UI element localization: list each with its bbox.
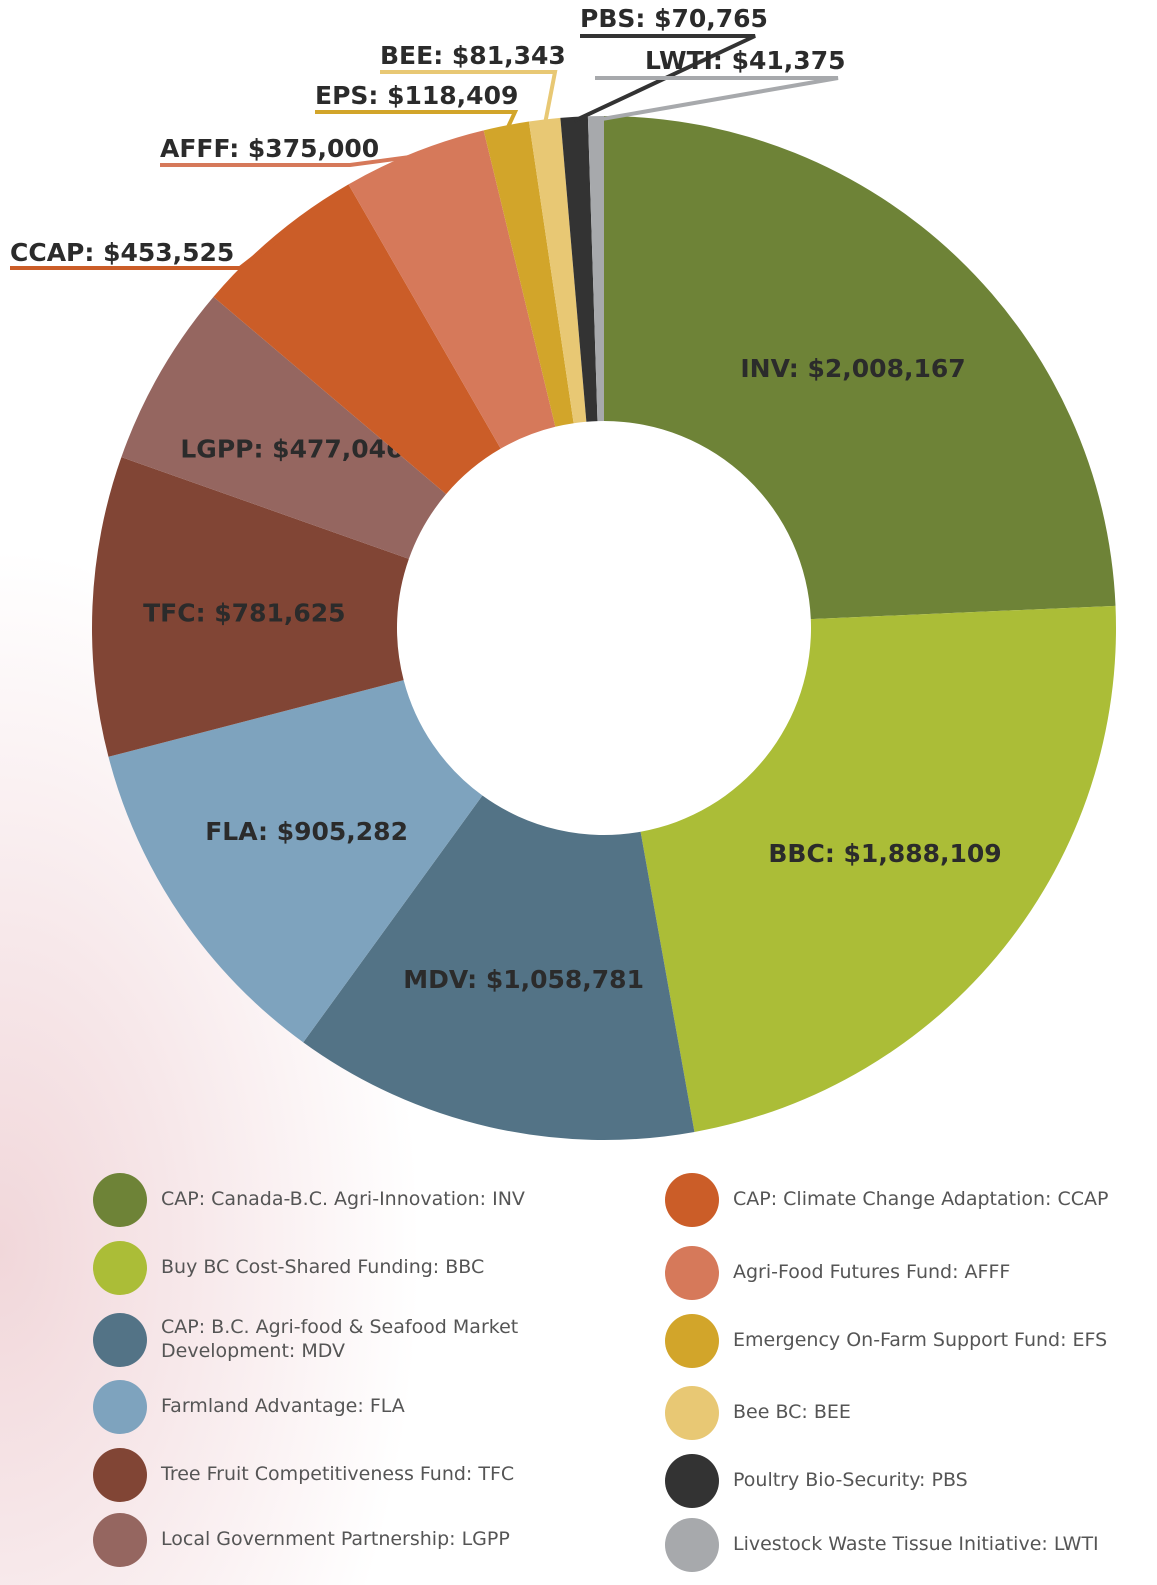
legend-swatch <box>665 1454 719 1508</box>
legend-label: Poultry Bio-Security: PBS <box>733 1469 968 1493</box>
legend-entry: Tree Fruit Competitiveness Fund: TFC <box>93 1448 563 1502</box>
slice <box>641 606 1116 1132</box>
data-label: AFFF: $375,000 <box>160 134 379 163</box>
legend-swatch <box>665 1386 719 1440</box>
legend-entry: CAP: Climate Change Adaptation: CCAP <box>665 1173 1157 1227</box>
legend-swatch <box>93 1241 147 1295</box>
legend-entry: Local Government Partnership: LGPP <box>93 1513 563 1567</box>
legend-entry: Bee BC: BEE <box>665 1386 1157 1440</box>
data-label: MDV: $1,058,781 <box>403 965 644 994</box>
legend-entry: Poultry Bio-Security: PBS <box>665 1454 1157 1508</box>
data-label: CCAP: $453,525 <box>10 238 234 267</box>
data-label: PBS: $70,765 <box>580 4 768 33</box>
legend-entry: Livestock Waste Tissue Initiative: LWTI <box>665 1518 1157 1572</box>
legend-swatch <box>93 1380 147 1434</box>
legend-entry: Farmland Advantage: FLA <box>93 1380 563 1434</box>
legend-entry: CAP: Canada-B.C. Agri-Innovation: INV <box>93 1173 563 1227</box>
legend-swatch <box>93 1513 147 1567</box>
legend-label: Farmland Advantage: FLA <box>161 1395 405 1419</box>
leader-line <box>595 78 838 120</box>
legend-label: Livestock Waste Tissue Initiative: LWTI <box>733 1533 1099 1557</box>
legend-swatch <box>93 1313 147 1367</box>
legend-label: Tree Fruit Competitiveness Fund: TFC <box>161 1463 514 1487</box>
legend-swatch <box>665 1314 719 1368</box>
data-label: FLA: $905,282 <box>205 817 408 846</box>
legend-label: Bee BC: BEE <box>733 1401 851 1425</box>
legend-label: CAP: Climate Change Adaptation: CCAP <box>733 1188 1108 1212</box>
legend-label: Local Government Partnership: LGPP <box>161 1528 510 1552</box>
legend-entry: Emergency On-Farm Support Fund: EFS <box>665 1314 1157 1368</box>
legend-entry: CAP: B.C. Agri-food & Seafood Market Dev… <box>93 1313 563 1367</box>
legend-entry: Buy BC Cost-Shared Funding: BBC <box>93 1241 563 1295</box>
page: INV: $2,008,167 BBC: $1,888,109 MDV: $1,05… <box>0 0 1157 1585</box>
data-label: EPS: $118,409 <box>315 81 518 110</box>
legend-label: CAP: Canada-B.C. Agri-Innovation: INV <box>161 1188 525 1212</box>
legend-swatch <box>665 1173 719 1227</box>
data-label: BBC: $1,888,109 <box>768 839 1001 868</box>
data-label: LGPP: $477,046 <box>180 435 403 464</box>
legend-swatch <box>665 1518 719 1572</box>
legend-swatch <box>93 1173 147 1227</box>
data-label: TFC: $781,625 <box>143 599 345 628</box>
leader-line <box>315 112 515 129</box>
legend-label: Buy BC Cost-Shared Funding: BBC <box>161 1256 484 1280</box>
data-label: BEE: $81,343 <box>380 41 566 70</box>
legend-label: Agri-Food Futures Fund: AFFF <box>733 1261 1010 1285</box>
legend-entry: Agri-Food Futures Fund: AFFF <box>665 1246 1157 1300</box>
data-label: LWTI: $41,375 <box>645 46 846 75</box>
legend-label: Emergency On-Farm Support Fund: EFS <box>733 1329 1107 1353</box>
data-label: INV: $2,008,167 <box>740 354 965 383</box>
legend-label: CAP: B.C. Agri-food & Seafood Market Dev… <box>161 1316 561 1364</box>
legend-swatch <box>665 1246 719 1300</box>
legend-swatch <box>93 1448 147 1502</box>
